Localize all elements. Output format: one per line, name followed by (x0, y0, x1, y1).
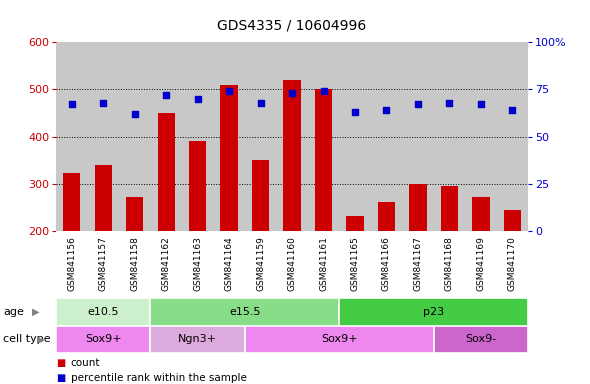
Text: e10.5: e10.5 (87, 307, 119, 317)
Text: GDS4335 / 10604996: GDS4335 / 10604996 (218, 19, 366, 33)
Text: GSM841168: GSM841168 (445, 236, 454, 291)
Text: cell type: cell type (3, 334, 51, 344)
Text: GSM841163: GSM841163 (193, 236, 202, 291)
Text: GSM841159: GSM841159 (256, 236, 265, 291)
Text: GSM841156: GSM841156 (67, 236, 76, 291)
Text: ■: ■ (56, 358, 65, 368)
Point (99, 99, 108, 106)
Text: count: count (71, 358, 100, 368)
Text: GSM841157: GSM841157 (99, 236, 108, 291)
Text: Sox9+: Sox9+ (321, 334, 358, 344)
Bar (56, 326, 150, 353)
Point (350, 109, 360, 115)
Text: GSM841170: GSM841170 (508, 236, 517, 291)
Point (224, 88, 234, 94)
Point (162, 92, 171, 98)
Point (319, 88, 328, 94)
Bar (126, 197, 143, 231)
Bar (409, 184, 427, 231)
Text: GSM841158: GSM841158 (130, 236, 139, 291)
Text: GSM841167: GSM841167 (414, 236, 422, 291)
Text: ▶: ▶ (32, 307, 40, 317)
Point (382, 107, 391, 113)
Text: GSM841165: GSM841165 (350, 236, 359, 291)
Bar (504, 210, 521, 231)
Point (445, 99, 454, 106)
Point (287, 90, 297, 96)
Bar (441, 186, 458, 231)
Text: GSM841169: GSM841169 (476, 236, 486, 291)
Text: Sox9-: Sox9- (466, 334, 496, 344)
Bar (252, 160, 269, 231)
Bar (315, 89, 332, 231)
Bar (63, 173, 80, 231)
Text: ▶: ▶ (37, 334, 45, 344)
Point (476, 101, 486, 108)
Text: ■: ■ (56, 373, 65, 383)
Point (130, 111, 139, 117)
Bar (378, 202, 395, 231)
Text: GSM841161: GSM841161 (319, 236, 328, 291)
Bar (94, 165, 112, 231)
Point (67, 101, 77, 108)
Bar (189, 141, 206, 231)
Text: Ngn3+: Ngn3+ (178, 334, 217, 344)
Text: GSM841164: GSM841164 (225, 236, 234, 291)
Text: percentile rank within the sample: percentile rank within the sample (71, 373, 247, 383)
Point (256, 99, 266, 106)
Text: p23: p23 (423, 307, 444, 317)
Text: age: age (3, 307, 24, 317)
Text: GSM841166: GSM841166 (382, 236, 391, 291)
Text: GSM841160: GSM841160 (287, 236, 297, 291)
Bar (221, 84, 238, 231)
Bar (56, 298, 150, 326)
Point (507, 107, 517, 113)
Point (413, 101, 422, 108)
Bar (346, 216, 363, 231)
Bar (158, 113, 175, 231)
Bar (245, 326, 434, 353)
Bar (339, 298, 528, 326)
Text: GSM841162: GSM841162 (162, 236, 171, 291)
Text: Sox9+: Sox9+ (85, 334, 122, 344)
Bar (150, 298, 339, 326)
Text: e15.5: e15.5 (229, 307, 261, 317)
Bar (283, 80, 301, 231)
Bar (150, 326, 245, 353)
Bar (434, 326, 528, 353)
Point (193, 96, 202, 102)
Bar (472, 197, 490, 231)
